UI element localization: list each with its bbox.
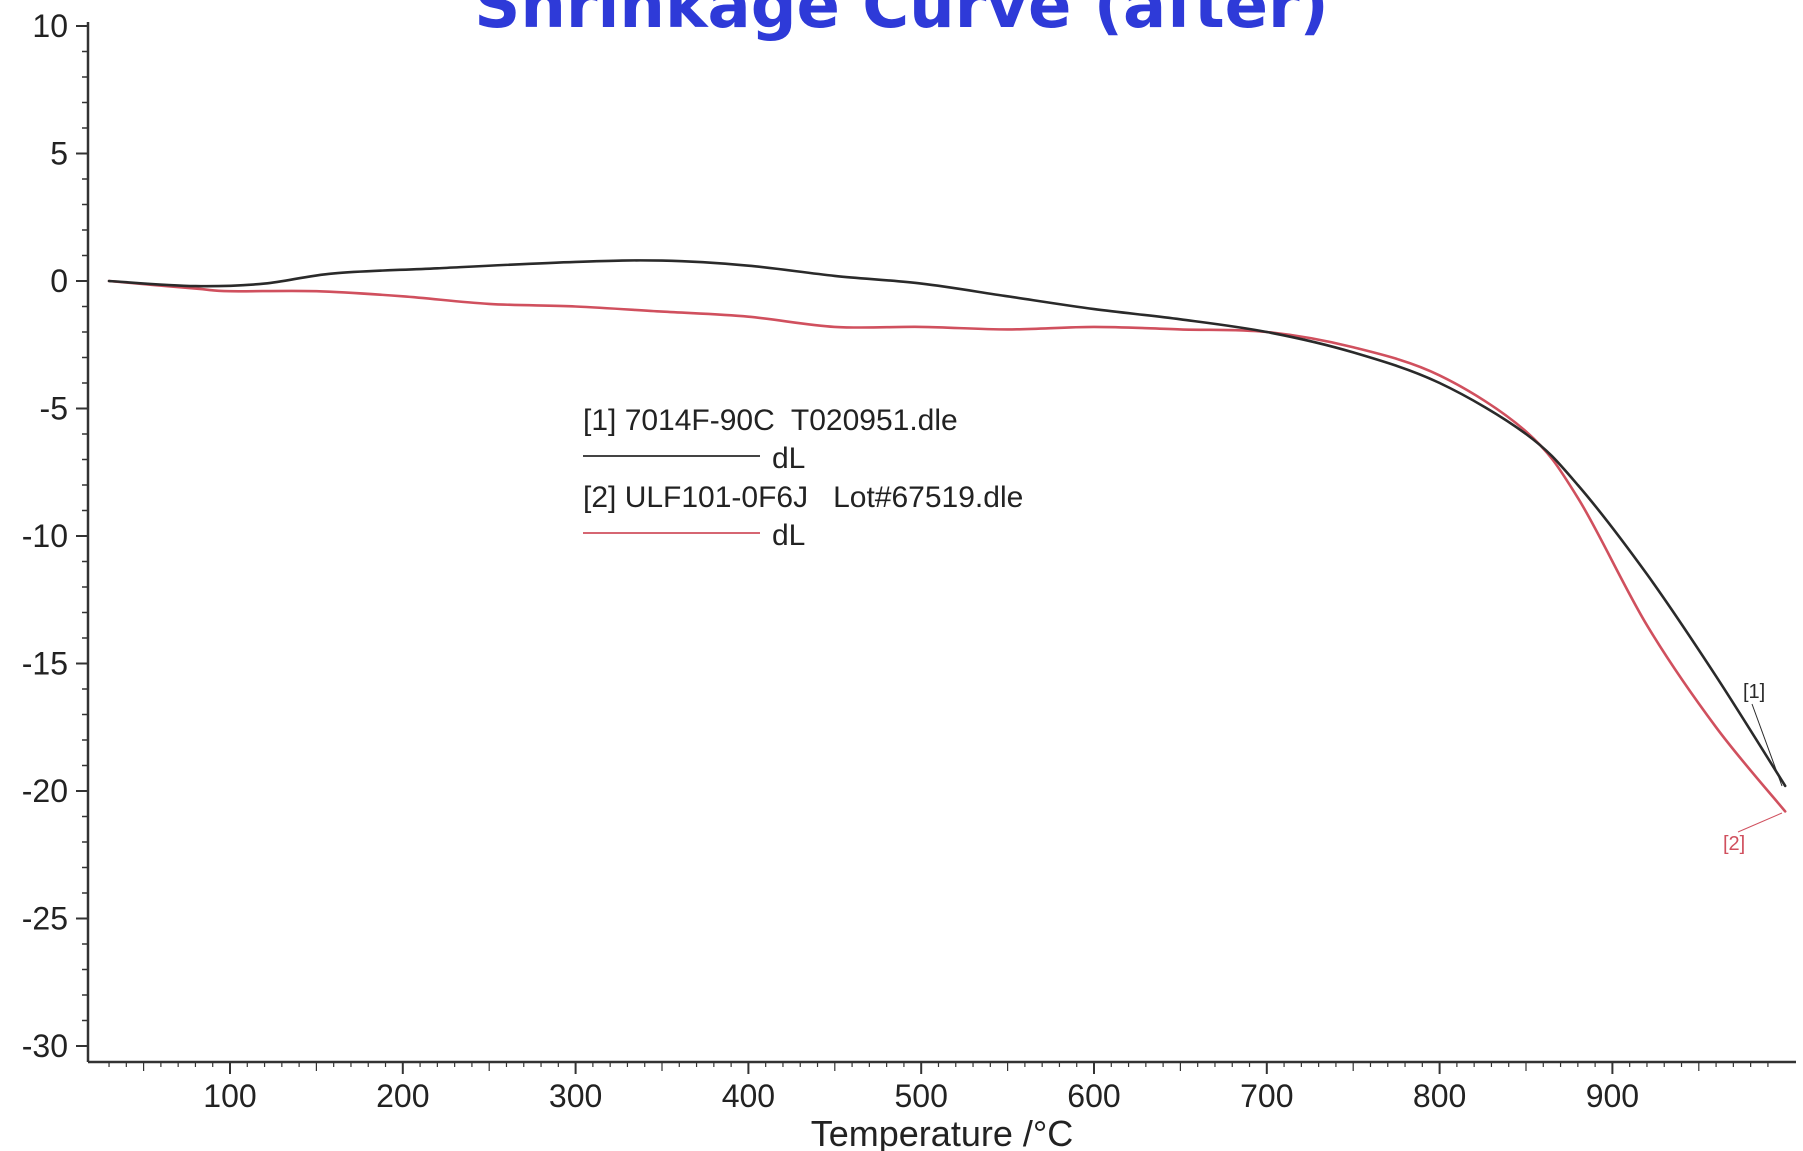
series-2-end-leader <box>1737 812 1783 833</box>
series-line-1 <box>107 259 1787 788</box>
y-tick-label: 0 <box>50 263 68 299</box>
x-tick-label: 800 <box>1413 1078 1466 1114</box>
x-tick-label: 200 <box>376 1078 429 1114</box>
series-1-end-label: [1] <box>1743 681 1765 703</box>
x-tick-label: 600 <box>1067 1078 1120 1114</box>
x-axis-ticks: 100 200 300 400 500 600 700 800 900 <box>108 1062 1769 1114</box>
series-2-end-label: [2] <box>1723 833 1745 855</box>
y-tick-label: -15 <box>22 646 68 682</box>
x-tick-label: 400 <box>722 1078 775 1114</box>
series-line-2 <box>107 279 1787 813</box>
y-tick-label: -30 <box>22 1028 68 1064</box>
legend-entry-1-label: dL <box>772 442 805 475</box>
y-tick-label: -25 <box>22 901 68 937</box>
x-axis-title: Temperature /°C <box>811 1113 1074 1151</box>
y-tick-label: 5 <box>50 136 68 172</box>
y-tick-label: 10 <box>32 8 68 44</box>
series-1-end-leader <box>1751 703 1783 787</box>
series-lines <box>107 259 1787 813</box>
x-tick-label: 900 <box>1586 1078 1639 1114</box>
axes: 10 5 0 -5 -10 -15 -20 -25 -30 100 200 300 400 500 600… <box>22 8 1796 1114</box>
x-tick-label: 300 <box>549 1078 602 1114</box>
y-tick-label: -10 <box>22 518 68 554</box>
legend-entry-2-title: [2] ULF101-0F6J Lot#67519.dle <box>583 481 1023 514</box>
legend-entry-1-title: [1] 7014F-90C T020951.dle <box>583 404 958 437</box>
x-tick-label: 100 <box>203 1078 256 1114</box>
x-tick-label: 500 <box>895 1078 948 1114</box>
y-axis-ticks: 10 5 0 -5 -10 -15 -20 -25 -30 <box>22 8 88 1064</box>
x-tick-label: 700 <box>1240 1078 1293 1114</box>
chart-title: Shrinkage Curve (after) <box>474 0 1329 43</box>
y-tick-label: -5 <box>40 391 68 427</box>
legend: [1] 7014F-90C T020951.dle dL [2] ULF101-… <box>583 404 1023 552</box>
y-tick-label: -20 <box>22 773 68 809</box>
legend-entry-2-label: dL <box>772 519 805 552</box>
